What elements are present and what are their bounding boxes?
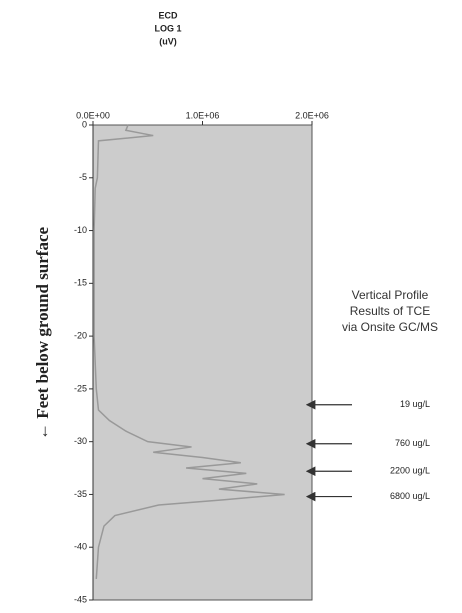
x-tick-label: 2.0E+06: [295, 110, 329, 120]
plot-area: [92, 124, 313, 601]
y-tick-label: 0: [82, 119, 87, 129]
annotation-label: 760 ug/L: [395, 438, 430, 448]
y-tick-label: -30: [74, 436, 87, 446]
chart-title: ECD: [158, 10, 178, 20]
chart-title: LOG 1: [154, 23, 181, 33]
y-tick-label: -45: [74, 594, 87, 604]
x-tick-label: 1.0E+06: [186, 110, 220, 120]
y-axis-label: ← Feet below ground surface: [33, 226, 52, 440]
y-tick-label: -25: [74, 383, 87, 393]
note: Vertical Profile: [352, 288, 429, 302]
y-tick-label: -40: [74, 542, 87, 552]
annotation-label: 2200 ug/L: [390, 466, 430, 476]
y-tick-label: -35: [74, 489, 87, 499]
y-tick-label: -10: [74, 225, 87, 235]
data-line: [93, 124, 285, 579]
y-tick-label: -20: [74, 330, 87, 340]
annotation-label: 19 ug/L: [400, 399, 430, 409]
note: via Onsite GC/MS: [342, 320, 438, 334]
y-tick-label: -15: [74, 278, 87, 288]
annotation-label: 6800 ug/L: [390, 491, 430, 501]
x-tick-label: 0.0E+00: [76, 110, 110, 120]
y-tick-label: -5: [79, 172, 87, 182]
chart-title: (uV): [159, 36, 177, 46]
note: Results of TCE: [350, 304, 430, 318]
